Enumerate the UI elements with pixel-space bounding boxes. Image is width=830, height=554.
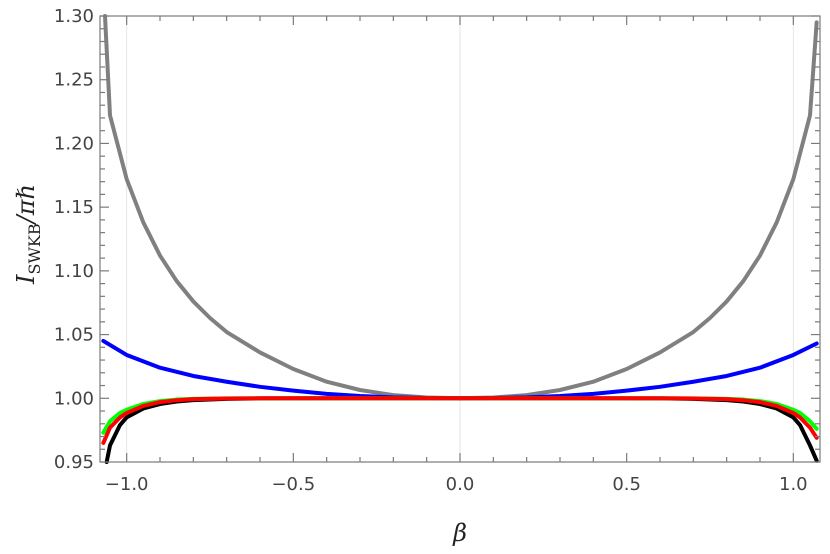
- x-tick-label-4: 1.0: [779, 474, 808, 495]
- y-axis-title-rest: /πℏ: [12, 184, 40, 225]
- ticks: [100, 15, 820, 463]
- y-tick-label-1: 1.00: [54, 388, 94, 409]
- series-line-4: [101, 396, 819, 445]
- x-tick-label-2: 0.0: [446, 474, 475, 495]
- x-tick-label-0: −1.0: [105, 474, 149, 495]
- y-tick-label-4: 1.15: [54, 197, 94, 218]
- x-axis-title: β: [452, 519, 467, 547]
- series-group: [101, 14, 819, 464]
- y-tick-label-2: 1.05: [54, 325, 94, 346]
- y-tick-label-7: 1.30: [54, 6, 94, 27]
- y-axis-title: ISWKB/πℏ: [12, 184, 44, 285]
- grid: [126, 16, 794, 462]
- y-axis-title-main: I: [12, 274, 40, 285]
- y-tick-label-5: 1.20: [54, 133, 94, 154]
- y-tick-label-6: 1.25: [54, 70, 94, 91]
- x-tick-label-1: −0.5: [271, 474, 315, 495]
- x-tick-label-3: 0.5: [612, 474, 641, 495]
- y-tick-label-0: 0.95: [54, 452, 94, 473]
- tick-labels: −1.0 −0.5 0.0 0.5 1.0 0.95 1.00 1.05 1.10 1.15 1.2…: [54, 6, 808, 495]
- y-axis-title-sub: SWKB: [25, 223, 44, 274]
- y-tick-label-3: 1.10: [54, 261, 94, 282]
